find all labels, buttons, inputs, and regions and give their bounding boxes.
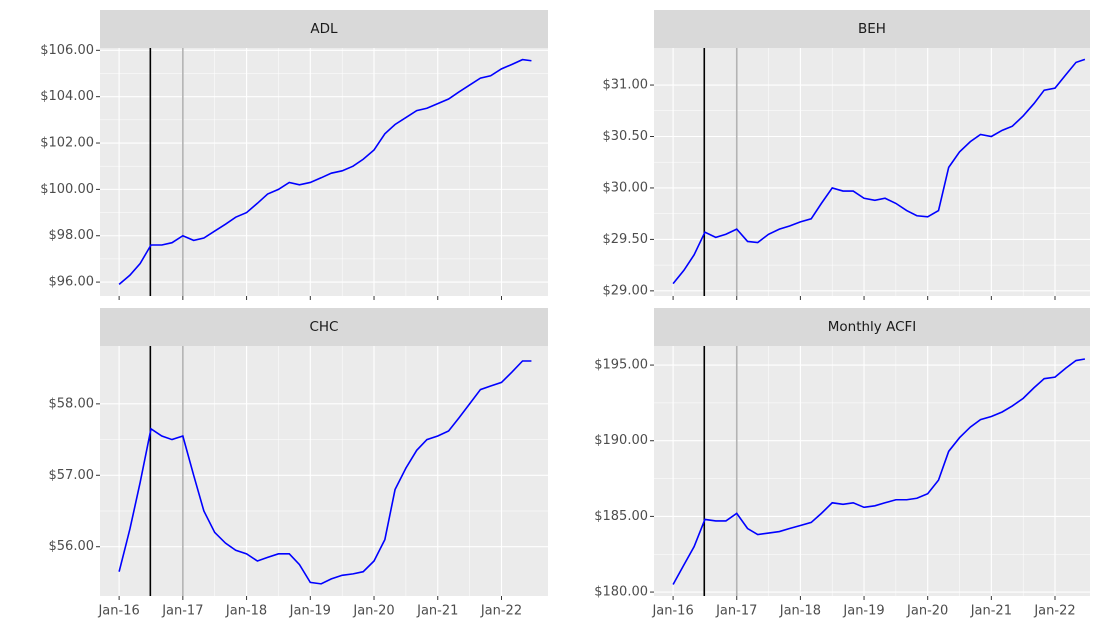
y-tick-label: $29.00 [603, 283, 649, 298]
y-tick-label: $106.00 [40, 43, 94, 58]
y-tick-label: $190.00 [594, 433, 648, 448]
data-line [118, 58, 532, 286]
y-tick-label: $31.00 [603, 78, 649, 93]
x-tick-label: Jan-19 [289, 604, 331, 619]
strip-title: CHC [309, 319, 338, 335]
strip [654, 10, 1090, 48]
strip-title: ADL [310, 21, 338, 37]
data-line [672, 358, 1086, 585]
data-line [118, 360, 532, 585]
x-tick-label: Jan-22 [1033, 604, 1075, 619]
x-tick-label: Jan-20 [906, 604, 948, 619]
x-tick-label: Jan-18 [779, 604, 821, 619]
y-tick-label: $30.00 [603, 180, 649, 195]
y-tick-label: $195.00 [594, 358, 648, 373]
x-tick-label: Jan-18 [225, 604, 267, 619]
x-tick-label: Jan-22 [480, 604, 522, 619]
y-tick-label: $100.00 [40, 182, 94, 197]
x-tick-label: Jan-21 [970, 604, 1012, 619]
y-tick-label: $96.00 [49, 275, 95, 290]
y-tick-label: $56.00 [49, 539, 95, 554]
y-tick-label: $30.50 [603, 129, 649, 144]
panel-bg [654, 346, 1090, 596]
x-tick-label: Jan-16 [97, 604, 139, 619]
y-tick-label: $29.50 [603, 232, 649, 247]
panel-bg [100, 346, 548, 596]
x-tick-label: Jan-19 [842, 604, 884, 619]
x-tick-label: Jan-17 [715, 604, 757, 619]
strip-title: BEH [858, 21, 886, 37]
x-tick-label: Jan-17 [161, 604, 203, 619]
y-tick-label: $57.00 [49, 468, 95, 483]
x-tick-label: Jan-21 [416, 604, 458, 619]
x-tick-label: Jan-20 [352, 604, 394, 619]
x-tick-label: Jan-16 [651, 604, 693, 619]
y-tick-label: $104.00 [40, 89, 94, 104]
y-tick-label: $102.00 [40, 136, 94, 151]
panel-bg [100, 48, 548, 296]
strip-title: Monthly ACFI [828, 319, 917, 335]
strip [100, 308, 548, 346]
data-line [672, 58, 1086, 285]
strip [100, 10, 548, 48]
strip [654, 308, 1090, 346]
y-tick-label: $98.00 [49, 228, 95, 243]
y-tick-label: $58.00 [49, 396, 95, 411]
y-tick-label: $180.00 [594, 585, 648, 600]
panel-bg [654, 48, 1090, 296]
y-tick-label: $185.00 [594, 509, 648, 524]
